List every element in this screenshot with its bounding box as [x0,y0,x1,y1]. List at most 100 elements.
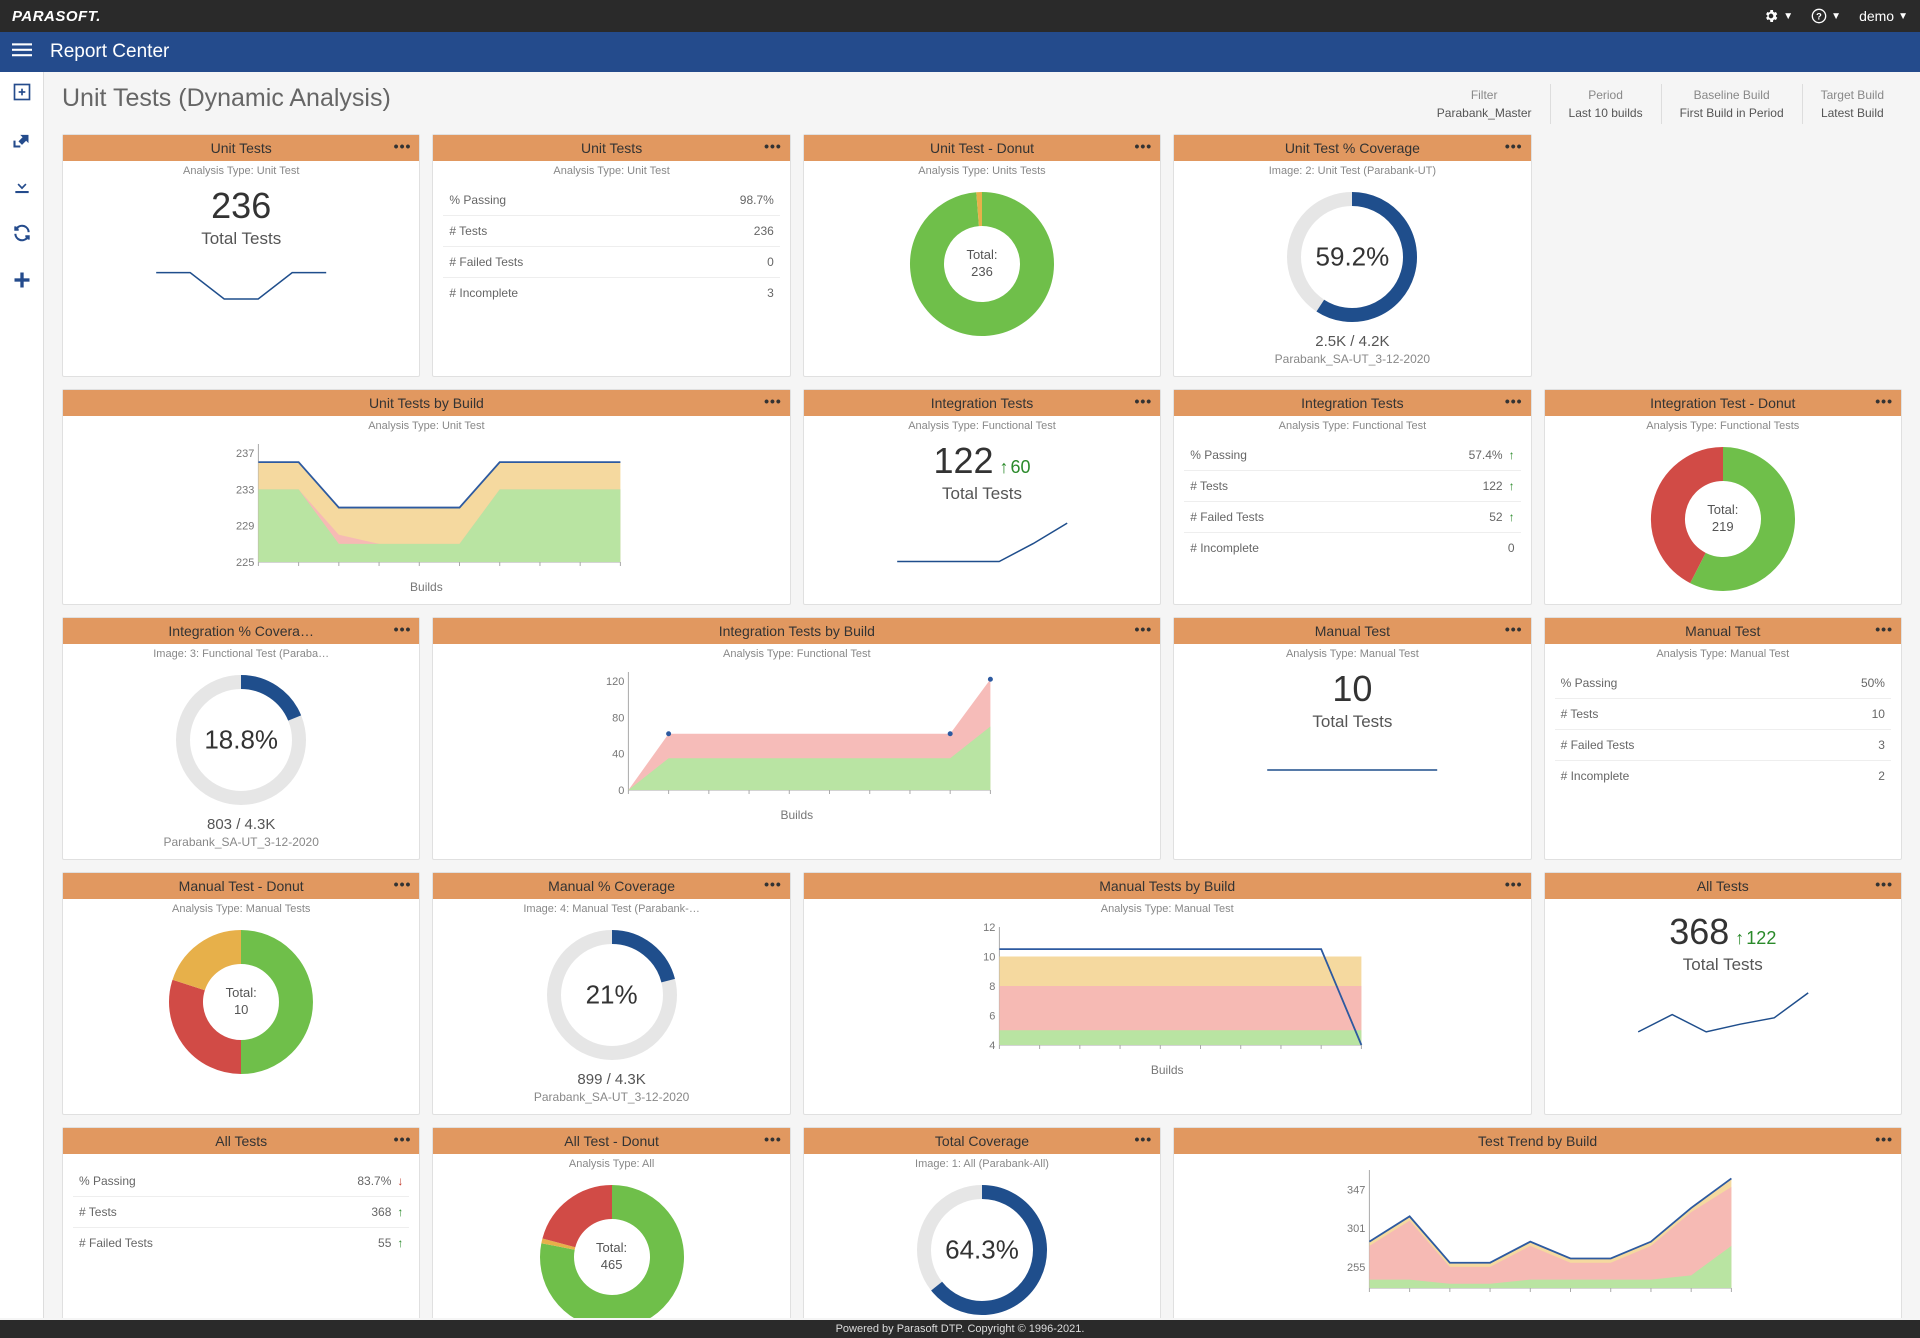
filter-cell[interactable]: PeriodLast 10 builds [1550,84,1661,124]
top-bar: PARASOFT. ▼ ? ▼ demo ▼ [0,0,1920,32]
filter-cell[interactable]: Baseline BuildFirst Build in Period [1661,84,1802,124]
widget-menu-icon[interactable]: ••• [1875,621,1893,637]
stat-row: # Tests368 ↑ [73,1197,409,1228]
gauge-line1: 2.5K / 4.2K [1315,333,1389,350]
widget-menu-icon[interactable]: ••• [1505,393,1523,409]
gauge-widget: Integration % Covera…••• Image: 3: Funct… [62,617,420,860]
donut-center: Total:10 [226,985,257,1019]
donut-widget: Unit Test - Donut••• Analysis Type: Unit… [803,134,1161,377]
widget-menu-icon[interactable]: ••• [1505,138,1523,154]
widget-menu-icon[interactable]: ••• [394,1131,412,1147]
filter-label: Filter [1437,86,1532,104]
svg-text:255: 255 [1347,1262,1365,1274]
trend-widget: Manual Tests by Build••• Analysis Type: … [803,872,1532,1115]
sparkline [1555,989,1891,1037]
widget-subtitle: Image: 4: Manual Test (Parabank-… [433,899,789,917]
stats-table: % Passing83.7% ↓# Tests368 ↑ # Failed Tes… [73,1166,409,1258]
gauge-widget: Total Coverage••• Image: 1: All (Paraban… [803,1127,1161,1318]
stat-label: # Tests [449,224,487,238]
share-icon[interactable] [12,129,32,154]
widget-menu-icon[interactable]: ••• [394,138,412,154]
summary-label: Total Tests [942,484,1022,504]
filter-value: Parabank_Master [1437,104,1532,122]
widget-menu-icon[interactable]: ••• [1134,1131,1152,1147]
trend-widget: Test Trend by Build••• 255301347 [1173,1127,1902,1318]
widget-subtitle: Analysis Type: Functional Test [433,644,1160,662]
gauge-value: 64.3% [945,1235,1019,1266]
gauge-widget: Unit Test % Coverage••• Image: 2: Unit T… [1173,134,1531,377]
widget-menu-icon[interactable]: ••• [1875,393,1893,409]
refresh-icon[interactable] [12,223,32,248]
widget-header: Test Trend by Build••• [1174,1128,1901,1154]
stat-label: % Passing [1561,676,1618,690]
page-header: Unit Tests (Dynamic Analysis) FilterPara… [62,84,1902,124]
widget-header: Unit Test % Coverage••• [1174,135,1530,161]
stat-row: # Incomplete2 [1555,761,1891,791]
add-widget-icon[interactable] [12,82,32,107]
stat-row: # Tests 122 ↑ [1184,471,1520,502]
svg-text:8: 8 [989,981,995,993]
menu-icon[interactable] [12,40,32,65]
stat-label: # Tests [79,1205,117,1219]
gauge-value: 18.8% [204,725,278,756]
stat-label: % Passing [79,1174,136,1188]
widget-menu-icon[interactable]: ••• [764,138,782,154]
add-icon[interactable] [12,270,32,295]
stat-value: 122 ↑ [1483,479,1515,493]
settings-icon[interactable]: ▼ [1763,8,1793,24]
page-title: Unit Tests (Dynamic Analysis) [62,84,391,113]
footer: Powered by Parasoft DTP. Copyright © 199… [0,1320,1920,1338]
widget-menu-icon[interactable]: ••• [394,621,412,637]
widget-menu-icon[interactable]: ••• [1134,621,1152,637]
chart-x-label: Builds [410,580,443,594]
help-icon[interactable]: ? ▼ [1811,8,1841,24]
widget-menu-icon[interactable]: ••• [764,1131,782,1147]
stat-label: # Failed Tests [79,1236,153,1250]
widget-subtitle: Analysis Type: Manual Tests [63,899,419,917]
stat-value: 2 [1878,769,1885,783]
widget-menu-icon[interactable]: ••• [1875,876,1893,892]
widget-header: All Tests••• [1545,873,1901,899]
gauge-line2: Parabank_SA-UT_3-12-2020 [534,1090,689,1104]
filter-cell[interactable]: Target BuildLatest Build [1802,84,1902,124]
stat-label: # Failed Tests [1190,510,1264,524]
widget-menu-icon[interactable]: ••• [1134,393,1152,409]
gauge-value: 59.2% [1316,242,1390,273]
widget-menu-icon[interactable]: ••• [764,876,782,892]
filter-cell[interactable]: FilterParabank_Master [1419,84,1550,124]
widget-subtitle: Image: 3: Functional Test (Paraba… [63,644,419,662]
svg-text:12: 12 [983,922,995,934]
stats-table: % Passing98.7% # Tests236 # Failed Tests… [443,185,779,308]
widget-menu-icon[interactable]: ••• [764,393,782,409]
stat-value: 10 [1872,707,1885,721]
download-icon[interactable] [12,176,32,201]
widget-header: Manual Test••• [1545,618,1901,644]
widget-subtitle: Analysis Type: Unit Test [433,161,789,179]
stat-row: % Passing83.7% ↓ [73,1166,409,1197]
filter-label: Period [1569,86,1643,104]
svg-text:80: 80 [613,712,625,724]
widget-menu-icon[interactable]: ••• [1134,138,1152,154]
trend-widget: Integration Tests by Build••• Analysis T… [432,617,1161,860]
widget-menu-icon[interactable]: ••• [1505,876,1523,892]
stat-row: % Passing50% [1555,668,1891,699]
widget-menu-icon[interactable]: ••• [394,876,412,892]
summary-label: Total Tests [1683,955,1763,975]
stat-label: # Incomplete [449,286,518,300]
donut-center: Total:219 [1707,502,1738,536]
widget-subtitle: Analysis Type: Manual Test [1174,644,1530,662]
user-menu[interactable]: demo ▼ [1859,8,1908,24]
widget-subtitle: Image: 2: Unit Test (Parabank-UT) [1174,161,1530,179]
gauge-chart: 18.8% [171,670,311,810]
topbar-actions: ▼ ? ▼ demo ▼ [1763,8,1908,24]
stat-label: # Tests [1190,479,1228,493]
widget-menu-icon[interactable]: ••• [1505,621,1523,637]
gauge-line2: Parabank_SA-UT_3-12-2020 [1275,352,1430,366]
widget-grid: Unit Tests••• Analysis Type: Unit Test 2… [62,134,1902,1318]
widget-menu-icon[interactable]: ••• [1875,1131,1893,1147]
stat-value: 52 ↑ [1489,510,1514,524]
stat-value: 55 ↑ [378,1236,403,1250]
filter-value: Latest Build [1821,104,1884,122]
donut-chart: Total:10 [166,927,316,1077]
gauge-chart: 59.2% [1282,187,1422,327]
